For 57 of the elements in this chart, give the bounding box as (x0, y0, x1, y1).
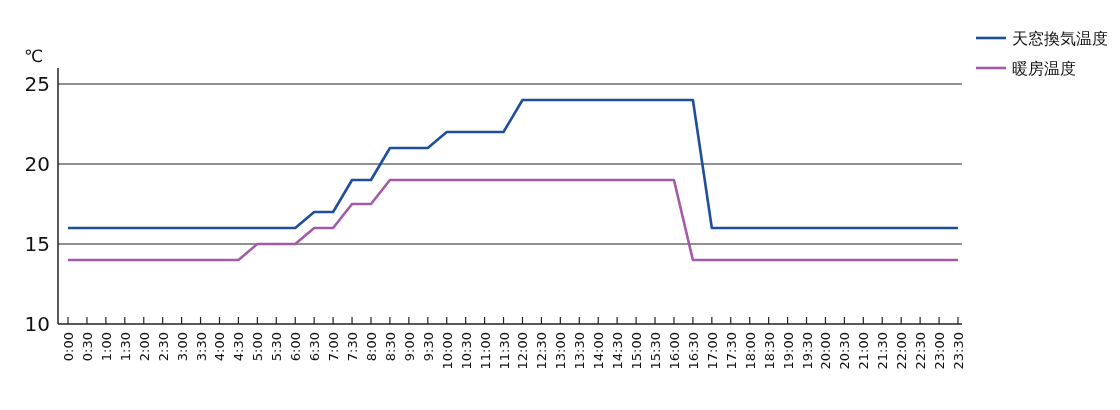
x-tick-label: 14:00 (591, 332, 607, 370)
x-tick-label: 6:30 (307, 332, 323, 362)
line-series (66, 178, 960, 262)
legend-label: 暖房温度 (1012, 58, 1076, 78)
x-tick-label: 1:30 (117, 332, 133, 362)
x-tick-label: 3:30 (193, 332, 209, 362)
x-tick-label: 2:30 (155, 332, 171, 362)
x-tick-label: 7:00 (326, 332, 342, 362)
x-tick-label: 20:00 (818, 332, 834, 370)
x-tick-label: 18:00 (742, 332, 758, 370)
x-tick-label: 4:30 (231, 332, 247, 362)
x-tick-label: 9:00 (401, 332, 417, 362)
x-tick-label: 19:00 (780, 332, 796, 370)
x-tick-label: 9:30 (420, 332, 436, 362)
x-tick-label: 16:30 (685, 332, 701, 370)
x-tick-label: 13:00 (553, 332, 569, 370)
x-tick-label: 7:30 (345, 332, 361, 362)
x-tick-label: 20:30 (837, 332, 853, 370)
x-tick-label: 15:30 (648, 332, 664, 370)
x-tick-label: 22:30 (913, 332, 929, 370)
x-tick-label: 13:30 (572, 332, 588, 370)
x-tick-label: 14:30 (610, 332, 626, 370)
x-tick-label: 1:00 (98, 332, 114, 362)
x-tick-label: 5:30 (269, 332, 285, 362)
y-tick-label: 25 (24, 72, 50, 96)
x-tick-label: 10:30 (458, 332, 474, 370)
x-tick-label: 10:00 (439, 332, 455, 370)
x-tick-label: 8:00 (363, 332, 379, 362)
x-tick-label: 8:30 (382, 332, 398, 362)
x-tick-label: 0:00 (61, 332, 76, 362)
x-tick-label: 23:00 (932, 332, 948, 370)
x-tick-label: 21:30 (875, 332, 891, 370)
y-tick-label: 10 (24, 312, 50, 336)
x-tick-label: 2:00 (136, 332, 152, 362)
y-tick-label: 15 (24, 232, 50, 256)
y-axis-title: ℃ (24, 46, 44, 66)
x-tick-label: 12:00 (515, 332, 531, 370)
x-tick-label: 5:00 (250, 332, 266, 362)
x-tick-label: 11:30 (496, 332, 512, 370)
x-tick-label: 4:00 (212, 332, 228, 362)
x-tick-label: 3:00 (174, 332, 190, 362)
x-tick-label: 21:00 (856, 332, 872, 370)
x-tick-label: 17:30 (723, 332, 739, 370)
y-tick-label: 20 (24, 152, 50, 176)
x-tick-label: 0:30 (79, 332, 95, 362)
x-tick-label: 16:00 (666, 332, 682, 370)
x-tick-label: 11:00 (477, 332, 493, 370)
x-tick-label: 15:00 (629, 332, 645, 370)
x-tick-label: 12:30 (534, 332, 550, 370)
x-tick-label: 17:00 (704, 332, 720, 370)
line-series (66, 98, 960, 230)
x-tick-label: 6:00 (288, 332, 304, 362)
x-tick-label: 19:30 (799, 332, 815, 370)
legend-label: 天窓換気温度 (1012, 28, 1108, 48)
x-tick-label: 23:30 (951, 332, 966, 370)
x-tick-label: 22:00 (894, 332, 910, 370)
x-tick-label: 18:30 (761, 332, 777, 370)
